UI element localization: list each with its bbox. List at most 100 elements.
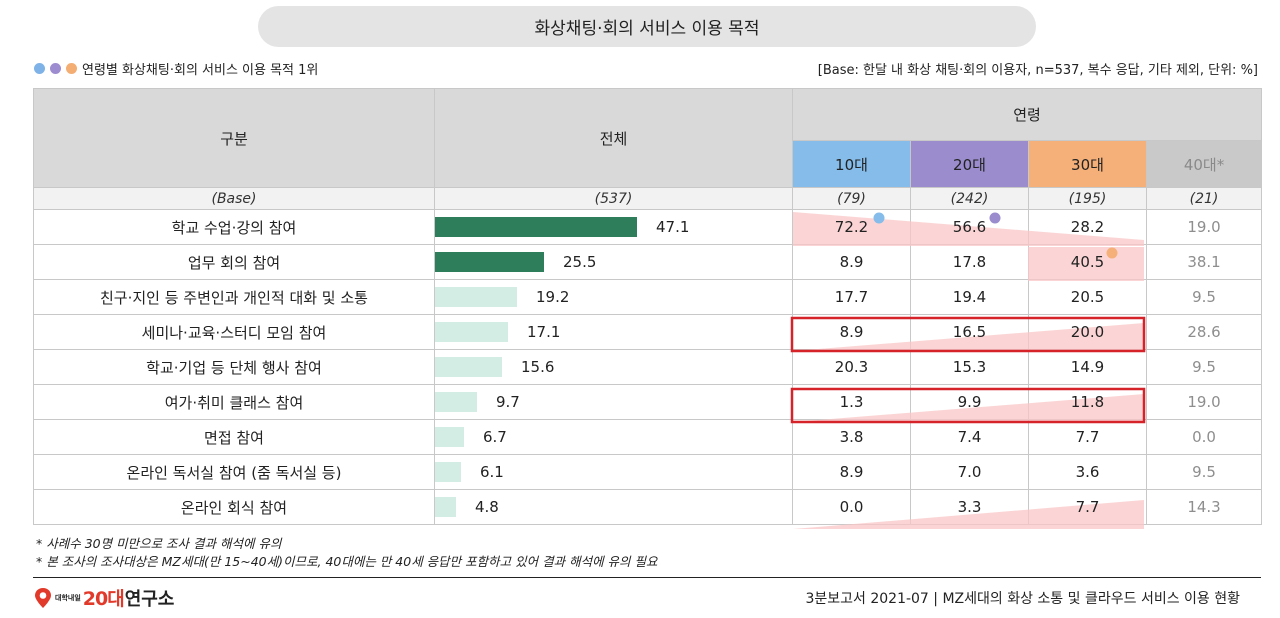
total-bar <box>435 217 637 237</box>
cell-20s: 9.9 <box>910 384 1029 420</box>
cell-30s: 7.7 <box>1028 419 1147 455</box>
base-note: [Base: 한달 내 화상 채팅·회의 이용자, n=537, 복수 응답, … <box>817 63 1258 78</box>
cell-value: 7.7 <box>1075 428 1100 446</box>
cell-40s: 9.5 <box>1145 279 1263 315</box>
total-value-label: 17.1 <box>527 323 561 341</box>
total-bar <box>435 427 464 447</box>
table-row: 면접 참여 6.7 3.8 7.4 7.7 0.0 <box>33 419 1263 455</box>
total-value-label: 6.7 <box>483 428 507 446</box>
table-row: 업무 회의 참여 25.5 8.9 17.8 40.5 38.1 <box>33 244 1263 280</box>
row-total-cell: 47.1 <box>434 209 793 245</box>
cell-value: 15.3 <box>952 358 987 376</box>
legend-dot-30s <box>66 63 77 74</box>
cell-20s: 3.3 <box>910 489 1029 525</box>
cell-30s: 11.8 <box>1028 384 1147 420</box>
table-row: 여가·취미 클래스 참여 9.7 1.3 9.9 11.8 19.0 <box>33 384 1263 420</box>
cell-value: 56.6 <box>952 218 987 236</box>
cell-20s: 15.3 <box>910 349 1029 385</box>
cell-10s: 20.3 <box>792 349 911 385</box>
base-20s: (242) <box>910 187 1029 210</box>
cell-value: 14.9 <box>1070 358 1105 376</box>
header-age-group: 연령 <box>791 88 1263 141</box>
row-category: 여가·취미 클래스 참여 <box>33 384 435 420</box>
cell-value: 0.0 <box>1192 428 1216 446</box>
total-value-label: 4.8 <box>475 498 499 516</box>
legend-dot-10s <box>34 63 45 74</box>
table-row: 학교·기업 등 단체 행사 참여 15.6 20.3 15.3 14.9 9.5 <box>33 349 1263 385</box>
row-total-cell: 19.2 <box>434 279 793 315</box>
total-bar <box>435 462 461 482</box>
legend-dot-20s <box>50 63 61 74</box>
cell-value: 38.1 <box>1187 253 1221 271</box>
total-bar <box>435 357 502 377</box>
total-value-label: 15.6 <box>521 358 555 376</box>
footer-text: 3분보고서 2021-07 | MZ세대의 화상 소통 및 클라우드 서비스 이… <box>805 591 1240 607</box>
row-total-cell: 4.8 <box>434 489 793 525</box>
cell-value: 28.2 <box>1070 218 1105 236</box>
cell-value: 1.3 <box>839 393 864 411</box>
cell-value: 20.5 <box>1070 288 1105 306</box>
footer-divider <box>33 577 1261 578</box>
cell-30s: 20.0 <box>1028 314 1147 350</box>
cell-value: 19.0 <box>1187 218 1221 236</box>
row-total-cell: 17.1 <box>434 314 793 350</box>
total-bar <box>435 287 517 307</box>
logo-small-text: 대학내일 <box>55 593 81 602</box>
header-total: 전체 <box>434 88 793 188</box>
row-total-cell: 9.7 <box>434 384 793 420</box>
cell-20s: 56.6 <box>910 209 1029 245</box>
row-category: 온라인 회식 참여 <box>33 489 435 525</box>
header-age-30s: 30대 <box>1028 140 1147 188</box>
header-age-20s: 20대 <box>910 140 1029 188</box>
total-value-label: 47.1 <box>656 218 690 236</box>
cell-30s: 7.7 <box>1028 489 1147 525</box>
legend: 연령별 화상채팅·회의 서비스 이용 목적 1위 <box>34 59 318 78</box>
cell-value: 11.8 <box>1070 393 1105 411</box>
cell-value: 16.5 <box>952 323 987 341</box>
header-category: 구분 <box>33 88 435 188</box>
cell-value: 72.2 <box>834 218 869 236</box>
cell-value: 9.5 <box>1192 358 1216 376</box>
cell-20s: 7.0 <box>910 454 1029 490</box>
cell-10s: 8.9 <box>792 314 911 350</box>
cell-40s: 19.0 <box>1145 384 1263 420</box>
cell-10s: 8.9 <box>792 454 911 490</box>
cell-40s: 9.5 <box>1145 454 1263 490</box>
cell-value: 28.6 <box>1187 323 1221 341</box>
row-total-cell: 6.7 <box>434 419 793 455</box>
logo-rest: 연구소 <box>124 588 175 610</box>
row-category: 면접 참여 <box>33 419 435 455</box>
total-bar <box>435 392 477 412</box>
footnote-1: * 사례수 30명 미만으로 조사 결과 해석에 유의 <box>36 536 282 551</box>
header-age-10s: 10대 <box>792 140 911 188</box>
base-30s: (195) <box>1028 187 1147 210</box>
total-value-label: 6.1 <box>480 463 504 481</box>
cell-40s: 19.0 <box>1145 209 1263 245</box>
table-row: 친구·지인 등 주변인과 개인적 대화 및 소통 19.2 17.7 19.4 20.5… <box>33 279 1263 315</box>
chart-title: 화상채팅·회의 서비스 이용 목적 <box>258 6 1036 47</box>
cell-20s: 16.5 <box>910 314 1029 350</box>
cell-40s: 0.0 <box>1145 419 1263 455</box>
logo-number: 20대 <box>82 588 125 610</box>
total-value-label: 19.2 <box>536 288 570 306</box>
total-value-label: 25.5 <box>563 253 597 271</box>
cell-value: 17.8 <box>952 253 987 271</box>
row-category: 온라인 독서실 참여 (줌 독서실 등) <box>33 454 435 490</box>
row-category: 친구·지인 등 주변인과 개인적 대화 및 소통 <box>33 279 435 315</box>
footnote-2: * 본 조사의 조사대상은 MZ세대(만 15~40세)이므로, 40대에는 만… <box>36 554 658 569</box>
cell-30s: 28.2 <box>1028 209 1147 245</box>
table-row: 온라인 독서실 참여 (줌 독서실 등) 6.1 8.9 7.0 3.6 9.5 <box>33 454 1263 490</box>
cell-value: 8.9 <box>839 253 864 271</box>
row-category: 학교·기업 등 단체 행사 참여 <box>33 349 435 385</box>
data-table: 구분 전체 연령 10대 20대 30대 40대* (Base) (537) (… <box>33 88 1263 525</box>
cell-value: 9.9 <box>957 393 982 411</box>
base-40s: (21) <box>1145 187 1263 210</box>
cell-30s: 3.6 <box>1028 454 1147 490</box>
cell-value: 0.0 <box>839 498 864 516</box>
footnotes: * 사례수 30명 미만으로 조사 결과 해석에 유의 * 본 조사의 조사대상… <box>36 535 658 571</box>
table-row: 온라인 회식 참여 4.8 0.0 3.3 7.7 14.3 <box>33 489 1263 525</box>
cell-20s: 19.4 <box>910 279 1029 315</box>
cell-10s: 17.7 <box>792 279 911 315</box>
base-label: (Base) <box>33 187 435 210</box>
row-total-cell: 25.5 <box>434 244 793 280</box>
